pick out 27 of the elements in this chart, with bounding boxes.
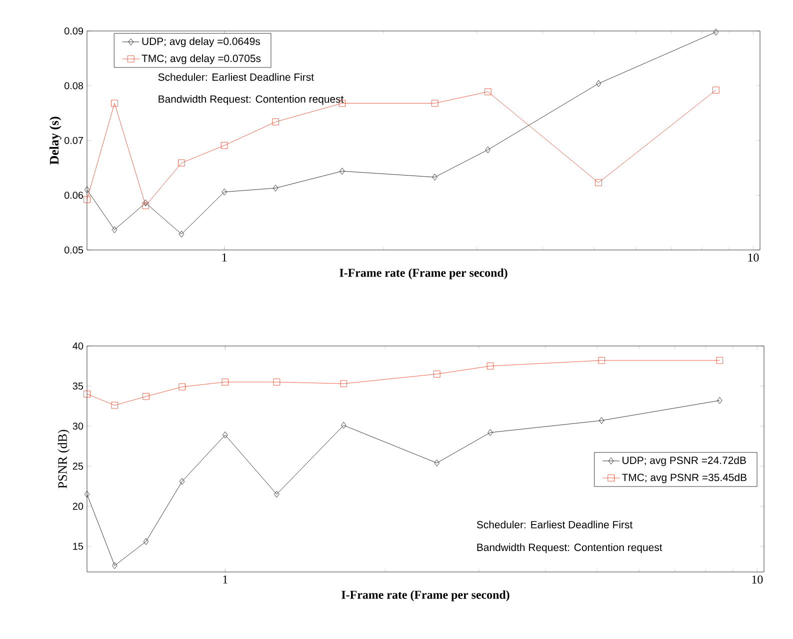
annotation: Bandwidth Request: Contention request	[477, 543, 662, 554]
legend-label: UDP; avg PSNR =24.72dB	[622, 456, 746, 466]
x-tick-label: 10	[748, 254, 759, 262]
annotation: Scheduler: Earliest Deadline First	[158, 73, 314, 81]
x-tick-label: 1	[222, 254, 227, 262]
y-tick-label: 0.08	[64, 82, 84, 90]
legend-label: TMC; avg PSNR =35.45dB	[622, 473, 746, 484]
y-tick-label: 0.05	[64, 246, 84, 254]
y-axis-title: PSNR (dB)	[58, 430, 70, 488]
legend-label: TMC; avg delay =0.0705s	[142, 54, 261, 64]
y-tick-label: 0.06	[64, 192, 84, 199]
y-tick-label: 20	[72, 502, 84, 510]
y-tick-label: 35	[72, 382, 84, 390]
y-tick-label: 30	[72, 422, 84, 430]
y-tick-label: 0.09	[64, 27, 84, 35]
legend-label: UDP; avg delay =0.0649s	[142, 37, 260, 48]
y-tick-label: 15	[73, 542, 84, 550]
y-tick-label: 25	[72, 462, 84, 470]
x-tick-label: 10	[752, 576, 763, 584]
annotation: Scheduler: Earliest Deadline First	[476, 520, 633, 528]
annotation: Bandwidth Request: Contention request	[158, 95, 344, 105]
y-axis-title: Delay (s)	[49, 116, 62, 165]
x-axis-title: I-Frame rate (Frame per second)	[342, 590, 510, 602]
x-axis-title: I-Frame rate (Frame per second)	[340, 268, 508, 280]
x-tick-label: 1	[223, 576, 228, 584]
y-tick-label: 40	[72, 342, 84, 350]
y-tick-label: 0.07	[64, 136, 83, 144]
